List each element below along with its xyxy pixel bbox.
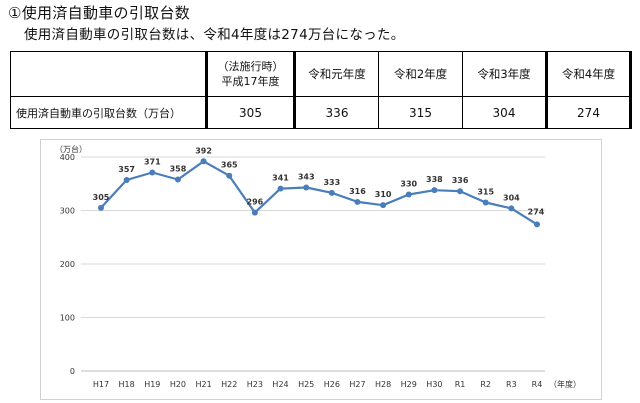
data-point bbox=[174, 176, 181, 183]
y-axis-label: （万台） bbox=[55, 144, 87, 154]
table-row-label: 使用済自動車の引取台数（万台） bbox=[10, 96, 207, 129]
data-label: 296 bbox=[247, 198, 264, 207]
x-axis-label: （年度） bbox=[549, 379, 581, 389]
data-label: 341 bbox=[272, 174, 289, 183]
line-chart: （万台） （年度） 0 100 200 300 400 H17 H18 H19 H20 H21 H2… bbox=[55, 144, 581, 389]
data-label: 365 bbox=[221, 161, 238, 170]
data-point bbox=[354, 198, 361, 205]
data-label: 330 bbox=[400, 179, 417, 188]
data-point bbox=[482, 199, 489, 206]
x-tick-label: R4 bbox=[532, 380, 543, 389]
data-label: 343 bbox=[298, 172, 315, 181]
summary-table: （法施行時） 平成17年度 令和元年度 令和2年度 令和3年度 令和4年度 使用… bbox=[10, 51, 632, 129]
data-point bbox=[200, 158, 207, 165]
section-heading: ①使用済自動車の引取台数 bbox=[8, 4, 191, 22]
table-value-r4: 274 bbox=[546, 96, 632, 129]
data-point bbox=[277, 185, 284, 192]
table-corner-cell bbox=[10, 51, 207, 97]
data-point bbox=[431, 187, 438, 194]
table-header-r3: 令和3年度 bbox=[462, 51, 548, 97]
series-line bbox=[100, 160, 538, 226]
x-tick-label: R3 bbox=[506, 380, 517, 389]
y-tick-label: 200 bbox=[60, 260, 75, 269]
x-tick-label: H27 bbox=[349, 380, 365, 389]
data-point bbox=[405, 191, 412, 198]
table-header-r1: 令和元年度 bbox=[294, 51, 379, 97]
x-tick-label: H25 bbox=[298, 380, 314, 389]
data-label: 315 bbox=[477, 187, 494, 196]
x-tick-label: H20 bbox=[170, 380, 186, 389]
y-tick-label: 300 bbox=[60, 207, 75, 216]
data-label: 371 bbox=[144, 158, 161, 167]
chart-frame: （万台） （年度） 0 100 200 300 400 H17 H18 H19 H20 H21 H2… bbox=[40, 139, 602, 400]
data-point bbox=[98, 204, 104, 211]
x-tick-label: H19 bbox=[144, 380, 160, 389]
data-point bbox=[226, 172, 233, 179]
data-point bbox=[328, 189, 335, 196]
data-label: 357 bbox=[118, 165, 135, 174]
table-header-r4: 令和4年度 bbox=[546, 51, 632, 97]
x-tick-label: R2 bbox=[480, 380, 491, 389]
data-point bbox=[123, 177, 130, 184]
table-value-r3: 304 bbox=[462, 96, 548, 129]
table-header-r2: 令和2年度 bbox=[378, 51, 463, 97]
y-tick-label: 100 bbox=[60, 314, 75, 323]
table-value-r1: 336 bbox=[294, 96, 379, 129]
x-tick-label: H23 bbox=[247, 380, 263, 389]
data-point bbox=[149, 169, 156, 176]
x-tick-label: H30 bbox=[426, 380, 442, 389]
table-value-h17: 305 bbox=[205, 96, 296, 129]
data-label: 316 bbox=[349, 187, 366, 196]
data-label: 274 bbox=[528, 207, 545, 216]
table-header-h17: （法施行時） 平成17年度 bbox=[205, 51, 296, 97]
x-tick-label: H17 bbox=[93, 380, 109, 389]
x-tick-label: R1 bbox=[455, 380, 466, 389]
x-tick-label: H22 bbox=[221, 380, 237, 389]
table-data-row: 使用済自動車の引取台数（万台） 305 336 315 304 274 bbox=[10, 96, 632, 129]
data-point bbox=[534, 221, 540, 228]
table-header-row: （法施行時） 平成17年度 令和元年度 令和2年度 令和3年度 令和4年度 bbox=[10, 51, 632, 97]
data-label: 358 bbox=[170, 164, 187, 173]
section-summary: 使用済自動車の引取台数は、令和4年度は274万台になった。 bbox=[24, 27, 405, 43]
y-tick-label: 0 bbox=[70, 367, 75, 376]
data-label: 310 bbox=[375, 190, 392, 199]
x-tick-label: H29 bbox=[401, 380, 417, 389]
data-point bbox=[251, 209, 258, 216]
table-value-r2: 315 bbox=[378, 96, 463, 129]
data-point bbox=[303, 184, 310, 191]
data-label: 305 bbox=[93, 193, 110, 202]
table-header-h17-line1: （法施行時） bbox=[217, 60, 284, 73]
x-tick-label: H18 bbox=[119, 380, 135, 389]
data-point bbox=[457, 188, 464, 195]
data-label: 336 bbox=[452, 176, 469, 185]
data-label: 304 bbox=[503, 193, 520, 202]
data-label: 392 bbox=[195, 146, 212, 155]
data-point bbox=[380, 202, 387, 209]
data-label: 333 bbox=[323, 178, 340, 187]
x-tick-label: H24 bbox=[272, 380, 288, 389]
data-point bbox=[508, 205, 515, 212]
x-tick-label: H21 bbox=[195, 380, 211, 389]
x-tick-label: H28 bbox=[375, 380, 391, 389]
y-tick-label: 400 bbox=[60, 153, 75, 162]
table-header-h17-line2: 平成17年度 bbox=[221, 75, 280, 88]
x-tick-label: H26 bbox=[324, 380, 340, 389]
data-label: 338 bbox=[426, 175, 443, 184]
